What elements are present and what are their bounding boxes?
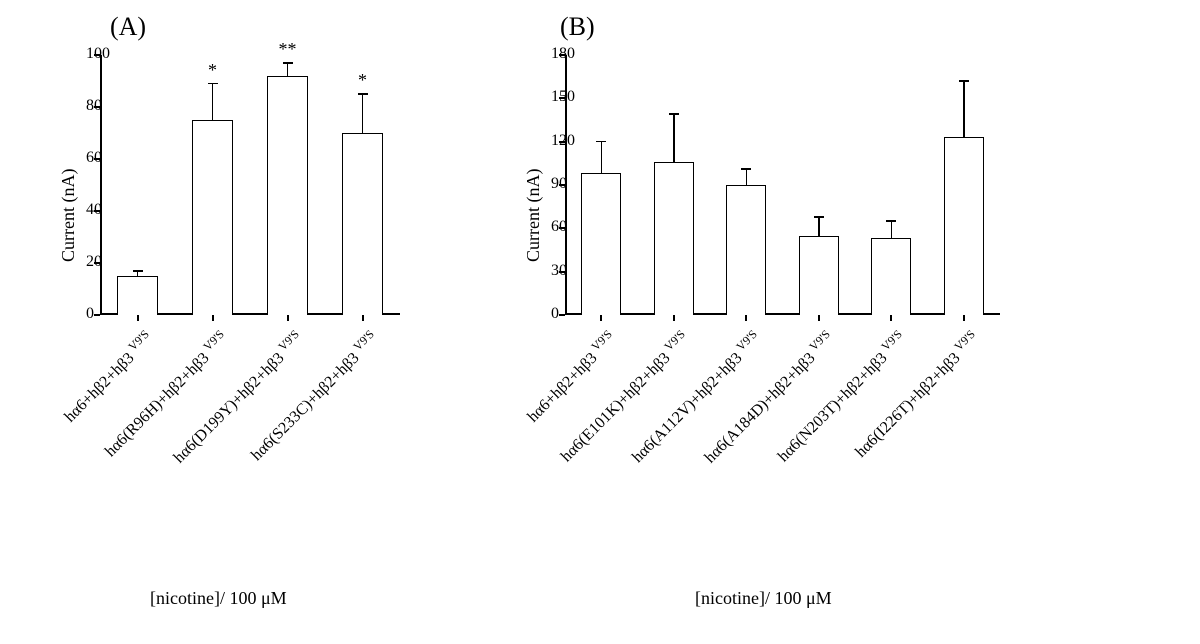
y-tick-label: 40 (86, 201, 88, 219)
x-tick (137, 315, 139, 321)
x-tick (818, 315, 820, 321)
error-cap (669, 113, 679, 115)
x-tick (673, 315, 675, 321)
page: (A) 020406080100hα6+hβ2+hβ3 V9'Shα6(R96H… (0, 0, 1200, 644)
y-tick (559, 314, 565, 316)
significance-label: * (348, 70, 378, 91)
x-axis-label-b: [nicotine]/ 100 μM (695, 588, 832, 609)
error-bar (137, 271, 139, 276)
error-cap (959, 80, 969, 82)
error-cap (133, 270, 143, 272)
bar (726, 185, 766, 315)
category-label: hα6(R96H)+hβ2+hβ3 V9'S (217, 327, 233, 343)
bar (871, 238, 911, 315)
y-tick-label: 120 (551, 132, 553, 150)
bar (581, 173, 621, 315)
bar (799, 236, 839, 315)
y-tick-label: 180 (551, 45, 553, 63)
error-cap (886, 220, 896, 222)
error-cap (208, 83, 218, 85)
error-bar (601, 142, 603, 174)
category-label: hα6(E101K)+hβ2+hβ3 V9'S (678, 327, 694, 343)
category-label: hα6(I226T)+hβ2+hβ3 V9'S (968, 327, 984, 343)
y-tick-label: 100 (86, 45, 88, 63)
error-bar (673, 114, 675, 162)
bar (342, 133, 383, 315)
error-cap (358, 93, 368, 95)
y-axis-label-b: Current (nA) (523, 169, 544, 262)
y-tick-label: 80 (86, 97, 88, 115)
y-tick-label: 20 (86, 253, 88, 271)
y-axis (100, 55, 102, 315)
x-axis-label-a: [nicotine]/ 100 μM (150, 588, 287, 609)
category-label: hα6+hβ2+hβ3 V9'S (142, 327, 158, 343)
category-label: hα6+hβ2+hβ3 V9'S (605, 327, 621, 343)
category-label: hα6(A184D)+hβ2+hβ3 V9'S (823, 327, 839, 343)
error-bar (212, 84, 214, 120)
significance-label: * (198, 60, 228, 81)
error-bar (963, 81, 965, 137)
category-label: hα6(S233C)+hβ2+hβ3 V9'S (367, 327, 383, 343)
bar (192, 120, 233, 315)
x-tick (963, 315, 965, 321)
y-tick-label: 30 (551, 262, 553, 280)
bar-chart-a: 020406080100hα6+hβ2+hβ3 V9'Shα6(R96H)+hβ… (100, 55, 400, 315)
error-cap (741, 168, 751, 170)
y-tick-label: 0 (86, 305, 88, 323)
panel-letter-a: (A) (110, 12, 146, 42)
category-label: hα6(A112V)+hβ2+hβ3 V9'S (750, 327, 766, 343)
x-tick (287, 315, 289, 321)
x-tick (890, 315, 892, 321)
y-tick-label: 60 (86, 149, 88, 167)
bar-chart-b: 0306090120150180hα6+hβ2+hβ3 V9'Shα6(E101… (565, 55, 1000, 315)
bar (267, 76, 308, 315)
x-tick (600, 315, 602, 321)
error-bar (818, 217, 820, 236)
error-bar (891, 221, 893, 238)
error-cap (283, 62, 293, 64)
x-tick (745, 315, 747, 321)
significance-label: ** (273, 39, 303, 60)
error-cap (814, 216, 824, 218)
error-bar (746, 169, 748, 185)
x-axis (565, 313, 1000, 315)
x-tick (362, 315, 364, 321)
error-cap (596, 141, 606, 143)
y-tick-label: 0 (551, 305, 553, 323)
category-label: hα6(D199Y)+hβ2+hβ3 V9'S (292, 327, 308, 343)
bar (944, 137, 984, 315)
error-bar (287, 63, 289, 76)
panel-letter-b: (B) (560, 12, 595, 42)
y-axis-label-a: Current (nA) (58, 169, 79, 262)
y-tick-label: 90 (551, 175, 553, 193)
bar (117, 276, 158, 315)
category-label: hα6(N203T)+hβ2+hβ3 V9'S (895, 327, 911, 343)
y-tick (94, 314, 100, 316)
x-tick (212, 315, 214, 321)
y-tick-label: 60 (551, 218, 553, 236)
bar (654, 162, 694, 315)
error-bar (362, 94, 364, 133)
y-tick-label: 150 (551, 88, 553, 106)
